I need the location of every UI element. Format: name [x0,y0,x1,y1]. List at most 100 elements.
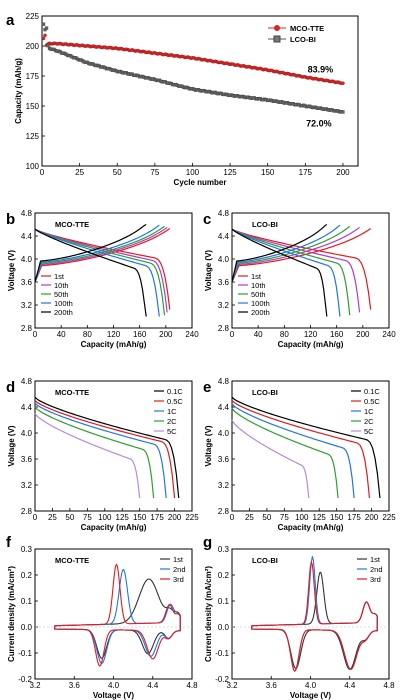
y-tick-label: 0.1 [21,597,33,606]
y-tick-label: 3.6 [218,455,230,464]
series-lco-bi [41,22,345,114]
y-tick-label: 4.8 [21,209,33,218]
charge-curve [231,226,360,283]
y-tick-label: 0.0 [218,623,230,632]
series-0.5C [34,400,176,499]
y-tick-label: 2.8 [21,324,33,333]
discharge-curve [231,396,381,499]
series-200th [34,223,147,317]
series-2nd [54,568,181,665]
x-tick-label: 0 [33,513,38,522]
x-tick-label: 125 [223,168,237,177]
plot-frame [34,380,193,512]
discharge-curve [34,413,141,499]
panel-label: b [6,211,15,228]
x-tick-label: 25 [245,513,254,522]
charge-curve [34,226,168,283]
x-tick-label: 25 [75,168,84,177]
legend-entry: 0.1C [167,387,183,396]
x-tick-label: 75 [150,168,159,177]
y-axis-label: Voltage (V) [7,250,16,292]
x-tick-label: 4.8 [383,681,395,690]
x-axis-label: Cycle number [174,178,227,187]
discharge-curve [231,228,328,317]
x-tick-label: 4.4 [344,681,356,690]
panel-a: a 0 25 50 75 100 125 150 175 200 100 125 150 175 200 22… [6,12,359,187]
x-tick-label: 100 [295,513,309,522]
legend-entry: 100th [251,299,270,308]
data-point [46,43,50,48]
y-tick-label: 0.3 [21,545,33,554]
y-tick-label: 4.0 [21,255,33,264]
legend-entry: 1st [54,272,65,281]
y-tick-label: 3.6 [21,455,33,464]
x-axis-label: Capacity (mAh/g) [278,340,344,349]
charge-curve [231,228,372,283]
legend-entry: 50th [54,290,69,299]
legend-entry: 200th [251,308,270,317]
y-tick-label: 2.8 [21,507,33,516]
data-point [44,26,49,30]
discharge-curve [231,407,339,499]
x-tick-label: 3.6 [266,681,278,690]
x-tick-label: 80 [280,330,289,339]
y-tick-label: 4.8 [218,209,230,218]
charge-curve [34,224,160,283]
panel-label: d [6,379,15,396]
panel-title: MCO-TTE [55,388,89,397]
panel-b: b 0 40 80 120 160 200 240 2.8 3.2 3.6 4.0 4.4 4.8 Capa… [6,209,199,349]
x-tick-label: 4.0 [108,681,120,690]
discharge-curve [34,396,180,499]
x-tick-label: 150 [330,513,344,522]
legend-entry: 2nd [173,565,186,574]
panel-c: c 0 40 80 120 160 200 240 2.8 3.2 3.6 4.0 4.4 4.8 Capa… [203,209,396,349]
plot-frame [41,15,359,167]
legend-entry: 50th [251,290,266,299]
x-tick-label: 75 [83,513,92,522]
x-tick-label: 175 [347,513,361,522]
legend-entry: 1C [167,407,177,416]
x-tick-label: 80 [83,330,92,339]
discharge-curve [34,228,147,317]
series-2C [34,406,155,499]
legend-entry: 3rd [173,575,184,584]
x-axis-label: Voltage (V) [290,691,332,700]
y-tick-label: 4.0 [218,255,230,264]
y-tick-label: -0.2 [215,675,229,684]
cv-loop [54,578,181,659]
series-mco-tte [41,33,345,86]
y-tick-label: 3.6 [218,278,230,287]
x-tick-label: 200 [168,513,182,522]
x-tick-label: 3.6 [69,681,81,690]
panel-label: a [6,12,15,29]
series-1C [34,402,167,499]
y-axis-label: Current density (mA/cm²) [204,566,213,662]
cv-loop [54,568,181,665]
charge-curve [231,223,328,283]
discharge-curve [34,400,176,499]
legend-entry: 5C [167,427,177,436]
panel-d: d 0 25 50 75 100 125 150 175 200 225 2.8 3.2 3.6 4.0 4.… [6,377,199,532]
x-tick-label: 4.8 [186,681,198,690]
x-tick-label: 0 [33,330,38,339]
x-tick-label: 75 [280,513,289,522]
legend-entry: 10th [54,281,69,290]
x-tick-label: 240 [185,330,199,339]
x-tick-label: 120 [304,330,318,339]
series-0.5C [231,400,371,499]
y-tick-label: 4.4 [21,232,33,241]
panel-title: MCO-TTE [55,556,89,565]
annotation: 83.9% [308,64,334,74]
legend: MCO-TTE LCO-BI [268,24,324,44]
x-tick-label: 200 [159,330,173,339]
x-tick-label: 160 [330,330,344,339]
panel-e: e 0 25 50 75 100 125 150 175 200 225 2.8 3.2 3.6 4.0 4.… [203,377,396,532]
charge-curve [34,228,171,283]
x-tick-label: 175 [150,513,164,522]
y-tick-label: 150 [26,102,40,111]
panel-label: e [203,379,211,396]
